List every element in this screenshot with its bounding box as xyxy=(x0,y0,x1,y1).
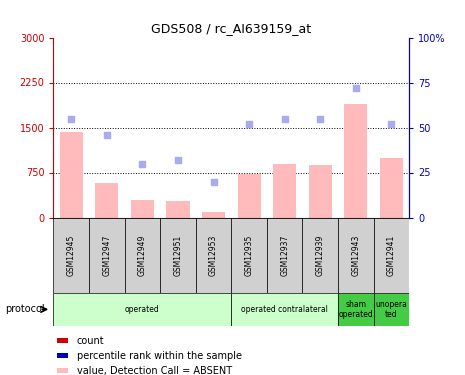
Point xyxy=(103,132,111,138)
Bar xyxy=(380,158,403,218)
Text: GSM12941: GSM12941 xyxy=(387,234,396,276)
Point xyxy=(246,121,253,127)
Bar xyxy=(160,217,196,292)
Bar xyxy=(309,165,332,218)
Text: operated contralateral: operated contralateral xyxy=(241,305,328,314)
Text: GSM12943: GSM12943 xyxy=(352,234,360,276)
Bar xyxy=(57,368,68,373)
Bar xyxy=(57,338,68,343)
Bar xyxy=(338,217,374,292)
Point xyxy=(174,157,182,163)
Text: GSM12951: GSM12951 xyxy=(173,234,182,276)
Text: value, Detection Call = ABSENT: value, Detection Call = ABSENT xyxy=(77,366,232,375)
Bar xyxy=(344,104,367,218)
Point xyxy=(210,178,217,184)
Bar xyxy=(267,217,303,292)
Bar xyxy=(166,201,190,217)
Point xyxy=(388,121,395,127)
Bar xyxy=(196,217,232,292)
Bar xyxy=(53,217,89,292)
Bar xyxy=(374,292,409,326)
Bar xyxy=(125,217,160,292)
Bar xyxy=(374,217,409,292)
Bar xyxy=(131,200,154,217)
Text: percentile rank within the sample: percentile rank within the sample xyxy=(77,351,242,361)
Bar xyxy=(303,217,338,292)
Text: count: count xyxy=(77,336,104,346)
Bar xyxy=(338,292,374,326)
Text: GSM12949: GSM12949 xyxy=(138,234,147,276)
Title: GDS508 / rc_AI639159_at: GDS508 / rc_AI639159_at xyxy=(151,22,312,35)
Text: GSM12935: GSM12935 xyxy=(245,234,253,276)
Text: GSM12937: GSM12937 xyxy=(280,234,289,276)
Point xyxy=(139,160,146,166)
Bar xyxy=(53,292,232,326)
Bar xyxy=(232,217,267,292)
Text: unopera
ted: unopera ted xyxy=(375,300,407,319)
Point xyxy=(281,116,288,122)
Bar xyxy=(95,183,119,218)
Text: GSM12953: GSM12953 xyxy=(209,234,218,276)
Text: GSM12945: GSM12945 xyxy=(67,234,76,276)
Bar xyxy=(60,132,83,218)
Bar xyxy=(238,174,261,217)
Text: sham
operated: sham operated xyxy=(339,300,373,319)
Bar xyxy=(273,164,296,218)
Bar xyxy=(202,212,225,217)
Text: protocol: protocol xyxy=(5,304,44,314)
Bar xyxy=(57,353,68,358)
Point xyxy=(352,85,359,91)
Text: operated: operated xyxy=(125,305,160,314)
Bar xyxy=(89,217,125,292)
Point xyxy=(317,116,324,122)
Point xyxy=(67,116,75,122)
Text: GSM12947: GSM12947 xyxy=(102,234,111,276)
Text: GSM12939: GSM12939 xyxy=(316,234,325,276)
Bar xyxy=(232,292,338,326)
